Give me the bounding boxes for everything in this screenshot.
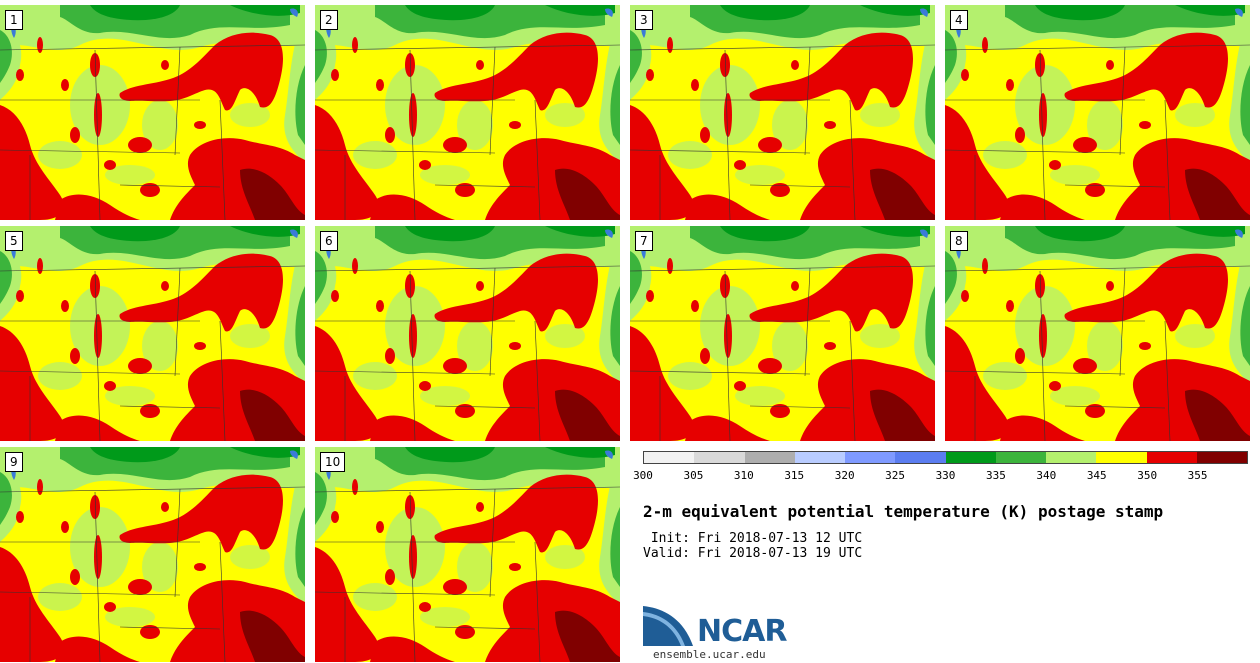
colorbar-swatch [845, 452, 896, 463]
colorbar-swatch [1096, 452, 1147, 463]
member-label: 10 [320, 452, 346, 472]
map-panel-1: 1 [0, 5, 305, 220]
colorbar-swatch [1046, 452, 1097, 463]
member-label: 1 [5, 10, 23, 30]
colorbar-tick-label: 325 [885, 469, 906, 482]
colorbar-swatch [744, 452, 795, 463]
page-title: 2-m equivalent potential temperature (K)… [643, 502, 1164, 521]
member-label: 8 [950, 231, 968, 251]
colorbar-tick-label: 305 [683, 469, 704, 482]
map-panel-10: 10 [315, 447, 620, 662]
map-image [315, 5, 620, 220]
colorbar-tick-label: 350 [1137, 469, 1158, 482]
member-label: 9 [5, 452, 23, 472]
map-panel-8: 8 [945, 226, 1250, 441]
colorbar-swatch [1196, 452, 1247, 463]
colorbar-tick-label: 345 [1086, 469, 1107, 482]
map-image [0, 447, 305, 662]
member-label: 5 [5, 231, 23, 251]
map-image [0, 5, 305, 220]
colorbar-swatch [995, 452, 1046, 463]
colorbar [643, 451, 1248, 464]
member-label: 7 [635, 231, 653, 251]
colorbar-tick-label: 300 [633, 469, 653, 482]
map-image [315, 226, 620, 441]
map-image [630, 226, 935, 441]
colorbar-swatch [945, 452, 996, 463]
colorbar-tick-label: 340 [1036, 469, 1057, 482]
map-image [945, 226, 1250, 441]
colorbar-swatch [895, 452, 946, 463]
website-link[interactable]: ensemble.ucar.edu [653, 648, 766, 661]
colorbar-swatch [644, 452, 695, 463]
member-label: 2 [320, 10, 338, 30]
valid-time: Valid: Fri 2018-07-13 19 UTC [643, 546, 863, 561]
map-panel-2: 2 [315, 5, 620, 220]
map-panel-5: 5 [0, 226, 305, 441]
map-image [315, 447, 620, 662]
map-panel-9: 9 [0, 447, 305, 662]
colorbar-tick-label: 335 [985, 469, 1006, 482]
colorbar-tick-label: 355 [1187, 469, 1208, 482]
map-panel-7: 7 [630, 226, 935, 441]
member-label: 4 [950, 10, 968, 30]
member-label: 3 [635, 10, 653, 30]
map-image [630, 5, 935, 220]
ncar-logo-icon [643, 606, 693, 646]
map-panel-3: 3 [630, 5, 935, 220]
colorbar-ticks: 300 305 310 315 320 325 330 335 340 345 350 355 [633, 469, 1248, 483]
colorbar-swatch [694, 452, 745, 463]
colorbar-swatch [1146, 452, 1197, 463]
logo-text: NCAR [697, 614, 787, 649]
colorbar-tick-label: 315 [784, 469, 805, 482]
map-image [945, 5, 1250, 220]
map-panel-4: 4 [945, 5, 1250, 220]
colorbar-swatch [794, 452, 845, 463]
colorbar-tick-label: 330 [935, 469, 956, 482]
map-image [0, 226, 305, 441]
init-time: Init: Fri 2018-07-13 12 UTC [643, 531, 863, 546]
colorbar-tick-label: 310 [733, 469, 754, 482]
member-label: 6 [320, 231, 338, 251]
map-panel-6: 6 [315, 226, 620, 441]
colorbar-tick-label: 320 [834, 469, 855, 482]
